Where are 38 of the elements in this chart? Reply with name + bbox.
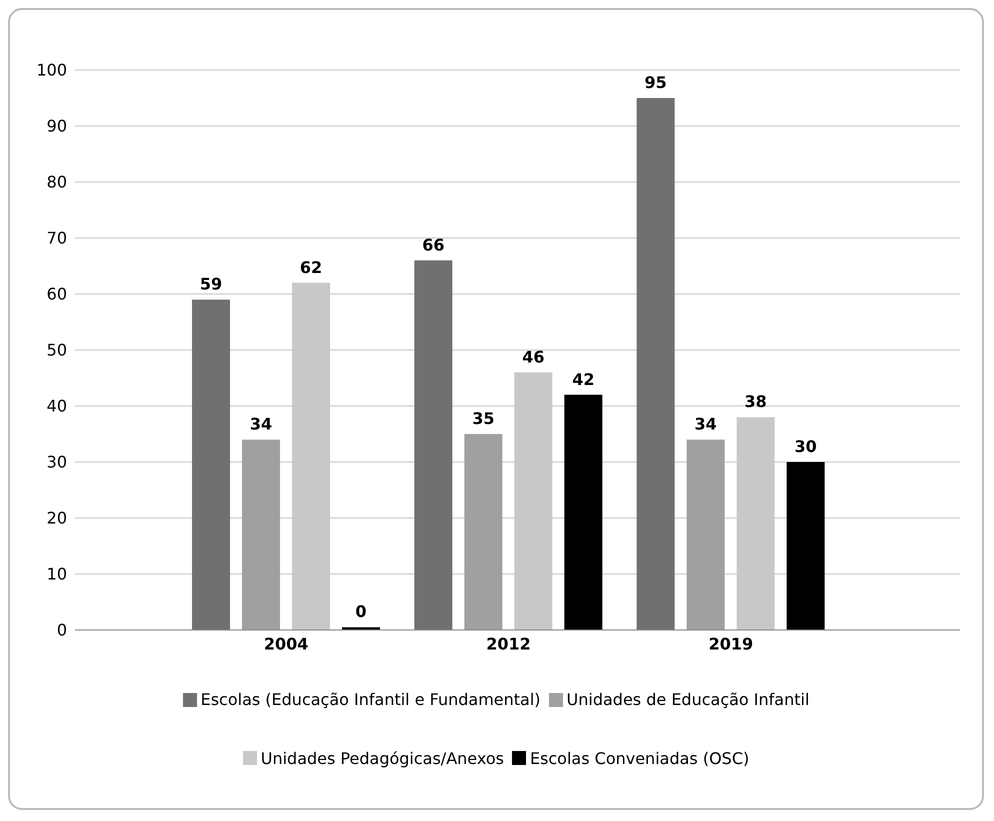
y-tick-label: 100 [36,60,67,80]
y-tick-label: 40 [46,396,67,416]
y-tick-label: 30 [46,452,67,472]
bar [786,462,825,630]
data-label: 59 [200,274,222,294]
bar [242,440,280,630]
x-tick-label: 2019 [708,634,754,654]
data-label: 38 [744,392,767,412]
legend-label: Unidades Pedagógicas/Anexos [260,748,504,768]
x-tick-label: 2012 [486,634,531,654]
y-tick-label: 10 [46,564,67,584]
data-label: 66 [422,235,444,254]
legend-label: Unidades de Educação Infantil [566,690,810,709]
bar [192,300,230,630]
bar [564,394,602,630]
bar [636,98,675,630]
data-label: 34 [250,414,272,434]
y-tick-label: 20 [46,508,67,528]
bar [686,440,725,630]
bar [414,260,452,630]
y-tick-label: 60 [46,284,67,304]
y-tick-label: 70 [46,228,67,248]
data-label: 46 [522,347,544,366]
y-tick-label: 50 [46,340,67,360]
data-label: 35 [472,409,494,428]
data-label: 34 [694,414,717,434]
bar [464,434,502,630]
data-label: 62 [300,258,322,277]
data-label: 42 [572,370,594,389]
data-label: 95 [644,73,667,92]
data-label: 30 [794,437,817,456]
y-tick-label: 80 [46,172,67,192]
data-label: 0 [355,602,367,622]
y-tick-label: 90 [46,116,67,136]
x-tick-label: 2004 [264,634,308,654]
y-tick-label: 0 [56,620,67,640]
legend-label: Escolas Conveniadas (OSC) [530,748,750,768]
legend-label: Escolas (Educação Infantil e Fundamental) [200,690,541,709]
